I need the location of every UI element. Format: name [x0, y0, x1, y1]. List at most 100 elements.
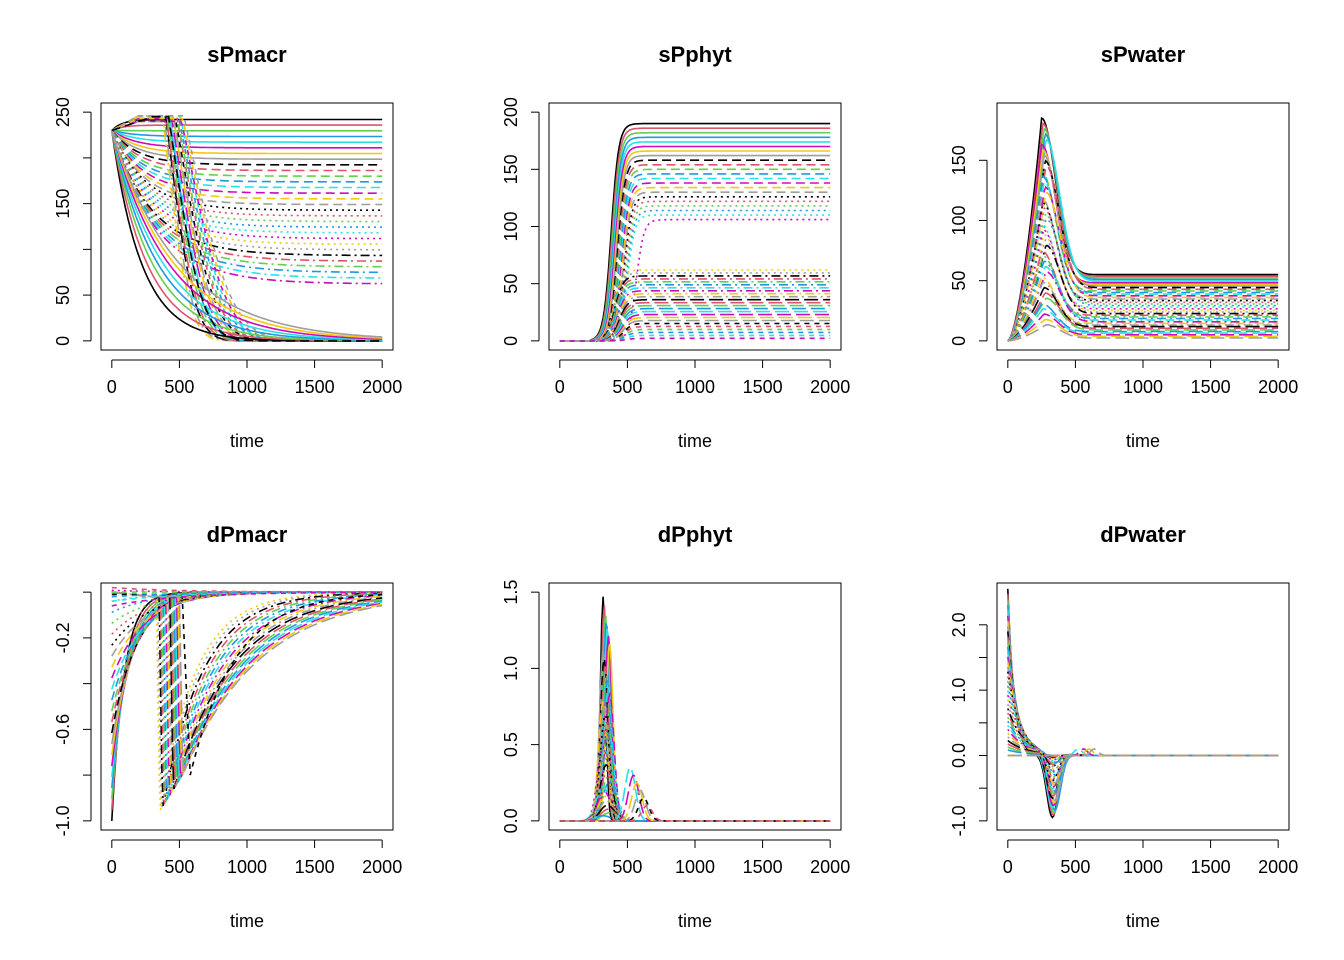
- dPwater-title: dPwater: [1100, 522, 1186, 547]
- sPwater-series-line: [1007, 254, 1279, 342]
- sPmacr-series-line: [111, 130, 383, 200]
- dPmacr-x-tick-label: 1000: [227, 857, 267, 877]
- sPwater-plot-frame: [996, 102, 1290, 351]
- dPwater-series-line: [1007, 631, 1279, 800]
- dPmacr-y-tick-label: -0.2: [53, 622, 73, 653]
- sPmacr-series-line: [111, 129, 383, 166]
- sPmacr-series-line: [111, 130, 383, 339]
- dPmacr-series-line: [111, 591, 383, 810]
- sPwater-title: sPwater: [1101, 42, 1186, 67]
- dPmacr-series-line: [111, 591, 383, 800]
- sPwater-x-tick-label: 1000: [1123, 377, 1163, 397]
- sPmacr-x-tick-label: 1500: [295, 377, 335, 397]
- dPphyt-y-tick-label: 0.0: [501, 808, 521, 833]
- dPmacr-series-line: [111, 591, 383, 624]
- panel-dPmacr: dPmacr 0 500 1000 1500 2000 time -1.0 -0.6 -0.2: [53, 522, 402, 931]
- dPmacr-series-line: [111, 591, 383, 799]
- dPphyt-y-tick-label: 1.5: [501, 580, 521, 605]
- panel-sPmacr: sPmacr 0 500 1000 1500 2000 time 0 50 150 250: [53, 42, 402, 451]
- sPmacr-x-axis-label: time: [230, 431, 264, 451]
- sPwater-series-line: [1007, 218, 1279, 342]
- dPmacr-plot-frame: [100, 582, 394, 831]
- sPmacr-series-line: [111, 129, 383, 160]
- sPphyt-series-line: [559, 136, 831, 342]
- dPwater-x-tick-label: 2000: [1258, 857, 1298, 877]
- dPwater-series-line: [1007, 703, 1279, 769]
- sPwater-series-group: [1007, 116, 1279, 342]
- dPmacr-series-line: [111, 591, 383, 821]
- sPwater-series-line: [1007, 201, 1279, 342]
- sPmacr-series-line: [111, 129, 383, 177]
- sPmacr-series-line: [111, 130, 383, 262]
- sPwater-series-line: [1007, 307, 1279, 342]
- dPwater-series-group: [1007, 588, 1279, 819]
- dPwater-x-tick-label: 1500: [1191, 857, 1231, 877]
- sPmacr-title: sPmacr: [207, 42, 287, 67]
- sPwater-series-line: [1007, 191, 1279, 342]
- dPmacr-series-line: [111, 591, 383, 806]
- sPwater-series-line: [1007, 260, 1279, 342]
- sPmacr-series-line: [111, 130, 383, 211]
- sPphyt-series-line: [559, 196, 831, 342]
- dPphyt-x-axis-label: time: [678, 911, 712, 931]
- sPmacr-series-line: [111, 130, 383, 189]
- sPphyt-series-line: [559, 154, 831, 342]
- sPmacr-series-line: [111, 129, 383, 155]
- sPwater-series-line: [1007, 281, 1279, 342]
- sPmacr-series-line: [111, 129, 383, 183]
- sPwater-series-line: [1007, 244, 1279, 342]
- sPmacr-series-line: [111, 130, 383, 268]
- sPphyt-series-line: [559, 322, 831, 342]
- sPwater-series-line: [1007, 271, 1279, 342]
- sPmacr-y-tick-label: 0: [53, 336, 73, 346]
- sPmacr-series-line: [111, 130, 383, 342]
- sPwater-series-line: [1007, 164, 1279, 342]
- sPwater-series-line: [1007, 276, 1279, 342]
- dPwater-series-line: [1007, 748, 1279, 757]
- sPphyt-title: sPphyt: [658, 42, 732, 67]
- dPwater-x-axis-label: time: [1126, 911, 1160, 931]
- sPwater-series-line: [1007, 302, 1279, 342]
- dPmacr-x-tick-label: 1500: [295, 857, 335, 877]
- sPmacr-series-line: [111, 130, 383, 223]
- sPphyt-series-line: [559, 127, 831, 342]
- dPphyt-series-group: [559, 596, 831, 822]
- sPwater-x-tick-label: 0: [1003, 377, 1013, 397]
- sPmacr-series-line: [111, 130, 383, 285]
- sPmacr-x-tick-label: 2000: [362, 377, 402, 397]
- dPphyt-title: dPphyt: [658, 522, 733, 547]
- sPmacr-x-tick-label: 0: [107, 377, 117, 397]
- sPwater-series-line: [1007, 313, 1279, 342]
- dPphyt-plot-frame: [548, 582, 842, 831]
- dPwater-y-tick-label: 2.0: [949, 612, 969, 637]
- sPmacr-series-line: [111, 130, 383, 257]
- sPwater-y-tick-label: 50: [949, 271, 969, 291]
- sPmacr-series-line: [111, 130, 383, 342]
- dPmacr-x-axis-label: time: [230, 911, 264, 931]
- sPmacr-series-line: [111, 129, 383, 149]
- sPmacr-series-line: [111, 130, 383, 342]
- dPphyt-x-tick-label: 1000: [675, 857, 715, 877]
- sPphyt-y-tick-label: 200: [501, 97, 521, 127]
- dPphyt-x-tick-label: 1500: [743, 857, 783, 877]
- sPwater-series-line: [1007, 196, 1279, 342]
- dPwater-series-line: [1007, 699, 1279, 771]
- sPmacr-series-line: [111, 115, 383, 342]
- dPphyt-x-tick-label: 2000: [810, 857, 850, 877]
- sPphyt-y-tick-label: 0: [501, 336, 521, 346]
- sPmacr-series-group: [111, 115, 383, 342]
- sPphyt-series-line: [559, 218, 831, 342]
- dPmacr-series-line: [111, 591, 383, 792]
- panel-dPwater: dPwater 0 500 1000 1500 2000 time -1.0 0.0 1.0 2.0: [949, 522, 1298, 931]
- sPmacr-series-line: [111, 129, 383, 143]
- sPwater-series-line: [1007, 207, 1279, 342]
- sPmacr-series-line: [111, 130, 383, 341]
- sPwater-y-tick-label: 150: [949, 145, 969, 175]
- dPwater-x-tick-label: 0: [1003, 857, 1013, 877]
- sPwater-x-tick-label: 1500: [1191, 377, 1231, 397]
- sPwater-series-line: [1007, 138, 1279, 342]
- dPwater-x-tick-label: 1000: [1123, 857, 1163, 877]
- sPmacr-series-line: [111, 130, 383, 194]
- dPwater-series-line: [1007, 749, 1279, 757]
